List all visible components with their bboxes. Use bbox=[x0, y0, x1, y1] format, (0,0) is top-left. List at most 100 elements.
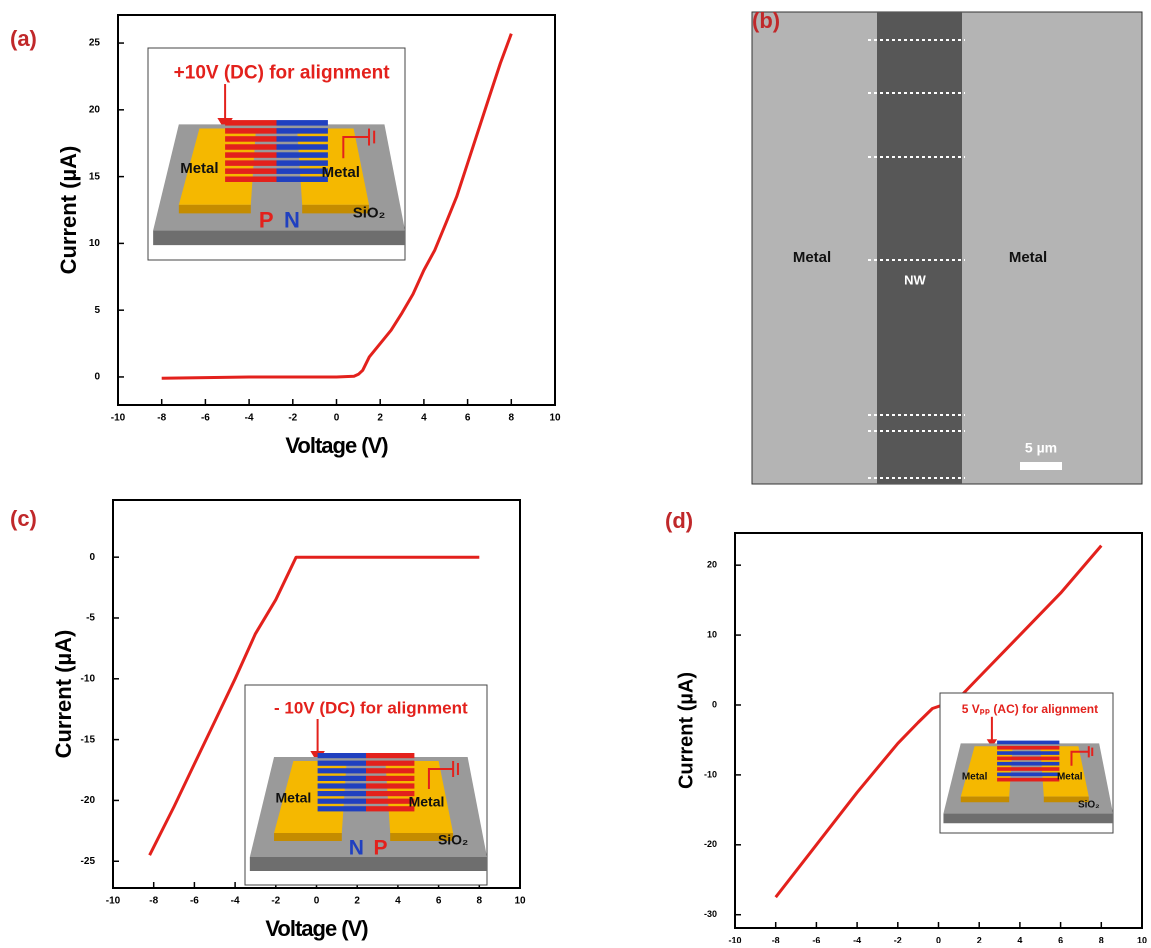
inset-label: SiO₂ bbox=[438, 832, 468, 848]
nanowire bbox=[317, 783, 366, 789]
y-tick-label: 20 bbox=[707, 560, 717, 570]
nanowire bbox=[366, 753, 415, 759]
inset-label: P bbox=[259, 208, 274, 233]
x-axis-title: Voltage (V) bbox=[285, 433, 388, 458]
x-tick-label: 6 bbox=[436, 896, 442, 907]
nanowire bbox=[997, 772, 1060, 777]
panel-label: (a) bbox=[10, 26, 37, 51]
y-tick-label: 15 bbox=[89, 171, 101, 182]
nanowire bbox=[997, 767, 1060, 771]
nanowire bbox=[997, 761, 1060, 766]
x-tick-label: -2 bbox=[288, 413, 297, 424]
y-tick-label: -15 bbox=[81, 734, 96, 745]
inset-label: Metal bbox=[1057, 772, 1083, 783]
x-tick-label: 0 bbox=[314, 896, 320, 907]
y-tick-label: 25 bbox=[89, 38, 101, 49]
y-tick-label: -30 bbox=[704, 909, 717, 919]
y-tick-label: 20 bbox=[89, 104, 101, 115]
x-tick-label: -4 bbox=[245, 413, 254, 424]
metal-pad-front bbox=[1043, 796, 1089, 803]
x-tick-label: -8 bbox=[149, 896, 158, 907]
metal-pad-front bbox=[390, 833, 454, 841]
x-tick-label: 4 bbox=[395, 896, 401, 907]
sem-label: Metal bbox=[1009, 249, 1047, 266]
sem-panel: Metal NW Metal 5 µm (b) bbox=[751, 8, 1143, 485]
x-tick-label: 4 bbox=[421, 413, 427, 424]
x-axis-title: Voltage (V) bbox=[265, 916, 368, 941]
inset-label: SiO₂ bbox=[1078, 800, 1100, 811]
inset-label: N bbox=[284, 208, 300, 233]
nanowire-markers bbox=[868, 39, 965, 479]
inset-label: Metal bbox=[180, 160, 218, 177]
y-tick-label: 10 bbox=[89, 238, 101, 249]
x-tick-label: -6 bbox=[201, 413, 210, 424]
inset-label: Metal bbox=[409, 794, 445, 810]
sem-label: Metal bbox=[793, 249, 831, 266]
x-tick-label: 6 bbox=[1058, 935, 1063, 943]
nanowire bbox=[366, 775, 415, 781]
x-tick-label: 2 bbox=[354, 896, 360, 907]
inset-label: Metal bbox=[322, 164, 360, 181]
x-tick-label: 10 bbox=[514, 896, 526, 907]
nanowire bbox=[997, 740, 1060, 745]
y-tick-label: -20 bbox=[81, 795, 96, 806]
x-tick-label: 10 bbox=[549, 413, 561, 424]
x-tick-label: 8 bbox=[477, 896, 483, 907]
nanowire bbox=[997, 756, 1060, 761]
y-axis-title: Current (µA) bbox=[675, 672, 697, 789]
nanowire bbox=[317, 791, 366, 797]
x-tick-label: 2 bbox=[377, 413, 383, 424]
nanowire bbox=[997, 777, 1060, 782]
inset-label: Metal bbox=[962, 772, 988, 783]
nanowire bbox=[366, 768, 415, 774]
x-tick-label: -4 bbox=[853, 935, 861, 943]
y-tick-label: -10 bbox=[81, 673, 96, 684]
nanowire bbox=[317, 775, 366, 781]
y-tick-label: 10 bbox=[707, 629, 717, 639]
nanowire bbox=[317, 798, 366, 804]
y-tick-label: 0 bbox=[712, 699, 717, 709]
nanowire bbox=[317, 768, 366, 774]
nanowire bbox=[225, 152, 277, 158]
y-tick-label: -25 bbox=[81, 856, 96, 867]
nanowire bbox=[276, 168, 328, 174]
sem-label: NW bbox=[904, 272, 926, 287]
x-tick-label: -8 bbox=[772, 935, 780, 943]
inset-label: SiO₂ bbox=[353, 204, 386, 221]
nanowire bbox=[366, 783, 415, 789]
ground bbox=[1070, 750, 1089, 766]
scale-bar bbox=[1020, 462, 1062, 470]
y-tick-label: 0 bbox=[94, 372, 100, 383]
nanowire-channel bbox=[877, 12, 962, 484]
nanowire bbox=[225, 160, 277, 166]
nanowire bbox=[276, 144, 328, 150]
metal-pad-front bbox=[960, 796, 1010, 803]
panel-label: (d) bbox=[665, 508, 693, 533]
inset-caption: +10V (DC) for alignment bbox=[174, 62, 391, 83]
y-tick-label: -5 bbox=[86, 613, 95, 624]
x-tick-label: 10 bbox=[1137, 935, 1147, 943]
panel-label: (b) bbox=[752, 8, 780, 33]
y-tick-label: -10 bbox=[704, 769, 717, 779]
nanowire bbox=[997, 751, 1060, 755]
ground bbox=[427, 768, 454, 789]
nanowire bbox=[276, 152, 328, 158]
metal-pad-front bbox=[302, 204, 370, 214]
y-tick-label: -20 bbox=[704, 839, 717, 849]
metal-pad-front bbox=[274, 833, 342, 841]
substrate-front bbox=[153, 230, 405, 246]
nanowire bbox=[276, 136, 328, 142]
ground bbox=[342, 136, 370, 159]
nanowire bbox=[317, 806, 366, 812]
y-tick-label: 5 bbox=[94, 305, 100, 316]
x-tick-label: 8 bbox=[509, 413, 515, 424]
x-tick-label: 6 bbox=[465, 413, 471, 424]
inset-label: N bbox=[349, 837, 364, 860]
nanowire bbox=[366, 798, 415, 804]
x-tick-label: 2 bbox=[977, 935, 982, 943]
data-line bbox=[148, 555, 480, 856]
inset-caption: - 10V (DC) for alignment bbox=[274, 698, 468, 717]
nanowire bbox=[225, 128, 277, 134]
nanowire bbox=[366, 791, 415, 797]
x-tick-label: -2 bbox=[894, 935, 902, 943]
